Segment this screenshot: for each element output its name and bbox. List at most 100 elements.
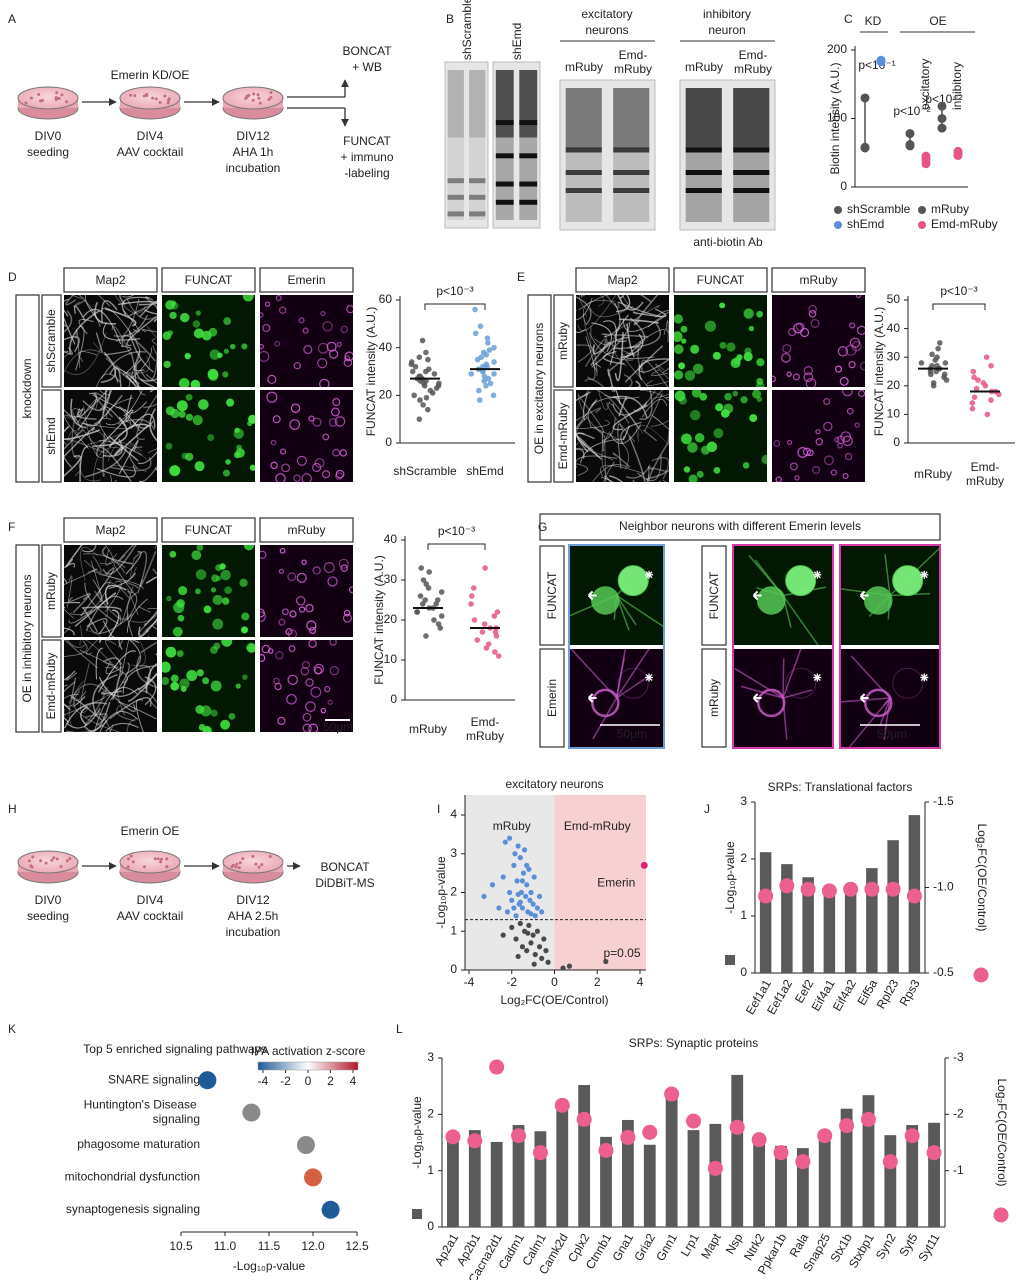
tick-label: 4 <box>350 1074 357 1088</box>
label: neurons <box>585 23 628 37</box>
cell <box>168 97 171 100</box>
colorbar <box>258 1062 358 1070</box>
tick-label: -4 <box>258 1074 269 1088</box>
cell <box>203 727 211 735</box>
point <box>304 1168 322 1186</box>
micrograph <box>162 390 256 482</box>
cell <box>204 606 211 613</box>
cell <box>757 397 761 401</box>
label: SRPs: Translational factors <box>768 780 913 794</box>
tick-label: 2 <box>450 885 457 899</box>
point <box>730 1120 745 1135</box>
cell <box>252 92 255 95</box>
bar <box>666 1096 678 1227</box>
bar <box>845 888 856 973</box>
point <box>919 360 925 366</box>
cell <box>177 401 187 411</box>
point <box>905 1128 920 1143</box>
label: BONCAT <box>320 860 370 874</box>
tick-label: 30 <box>887 349 901 363</box>
dish <box>18 87 78 109</box>
cell <box>693 364 702 373</box>
point <box>883 1154 898 1169</box>
cell <box>744 353 752 361</box>
column-label: mRuby <box>287 523 325 537</box>
cell <box>179 379 189 389</box>
point <box>795 1154 810 1169</box>
cell <box>214 643 220 649</box>
tick-label: 200 <box>827 42 847 56</box>
cell <box>725 393 731 399</box>
cell <box>741 397 747 403</box>
point <box>481 350 487 356</box>
cell <box>235 863 238 866</box>
point <box>482 373 488 379</box>
point <box>473 331 479 337</box>
bar <box>644 1145 656 1227</box>
point <box>773 1145 788 1160</box>
point <box>931 380 937 386</box>
cell <box>682 434 692 444</box>
cell <box>239 861 242 864</box>
point <box>535 905 540 910</box>
point <box>426 366 432 372</box>
tick-label: 3 <box>740 794 747 808</box>
point <box>484 362 490 368</box>
label: Top 5 enriched signaling pathways <box>83 1042 266 1056</box>
label: p<10⁻³ <box>940 284 977 298</box>
cell <box>254 863 257 866</box>
point <box>567 964 572 969</box>
point <box>516 954 521 959</box>
label: KD <box>865 14 882 28</box>
blot-band <box>613 170 649 175</box>
label: inhibitory <box>703 7 751 21</box>
point <box>489 1060 504 1075</box>
point <box>524 948 529 953</box>
neurite <box>75 506 91 545</box>
point <box>817 1128 832 1143</box>
tick-label: 11.5 <box>258 1239 281 1253</box>
micrograph <box>260 390 353 483</box>
cell <box>225 587 232 594</box>
point <box>481 894 486 899</box>
label: Emerin <box>597 876 635 890</box>
tick-label: 0 <box>740 965 747 979</box>
cell <box>224 318 231 325</box>
dish <box>223 87 283 109</box>
point <box>518 855 523 860</box>
tick-label: -4 <box>464 975 475 989</box>
cell <box>166 407 174 415</box>
label: shEmd <box>510 23 524 60</box>
label: p<10⁻³ <box>436 284 473 298</box>
point <box>492 649 498 655</box>
legend-marker <box>834 221 842 229</box>
blot-band <box>496 153 514 158</box>
cell <box>221 570 230 579</box>
tick-label: -0.5 <box>933 965 954 979</box>
blot-band <box>686 148 722 153</box>
micrograph <box>162 541 255 637</box>
cell <box>66 859 69 862</box>
label: Emerin <box>545 679 559 717</box>
cell <box>165 857 168 860</box>
label: Log₂FC(OE/Control) <box>975 823 989 931</box>
x-tick-label: mRuby <box>914 467 952 481</box>
point <box>520 944 525 949</box>
micrograph <box>734 639 832 747</box>
tick-label: 12.5 <box>345 1239 369 1253</box>
tick-label: 10.5 <box>169 1239 193 1253</box>
tick-label: -1.5 <box>933 794 954 808</box>
tick-label: -2 <box>953 1107 964 1121</box>
cell <box>177 600 184 607</box>
y-tick-label: mitochondrial dysfunction <box>65 1170 200 1184</box>
cell <box>55 91 58 94</box>
neurite <box>579 277 588 295</box>
cell <box>235 452 240 457</box>
step-label: DIV4 <box>137 129 164 143</box>
cell <box>129 94 132 97</box>
cell <box>187 671 197 681</box>
cell <box>691 345 699 353</box>
cell <box>177 651 183 657</box>
point <box>942 372 948 378</box>
cell <box>178 615 183 620</box>
